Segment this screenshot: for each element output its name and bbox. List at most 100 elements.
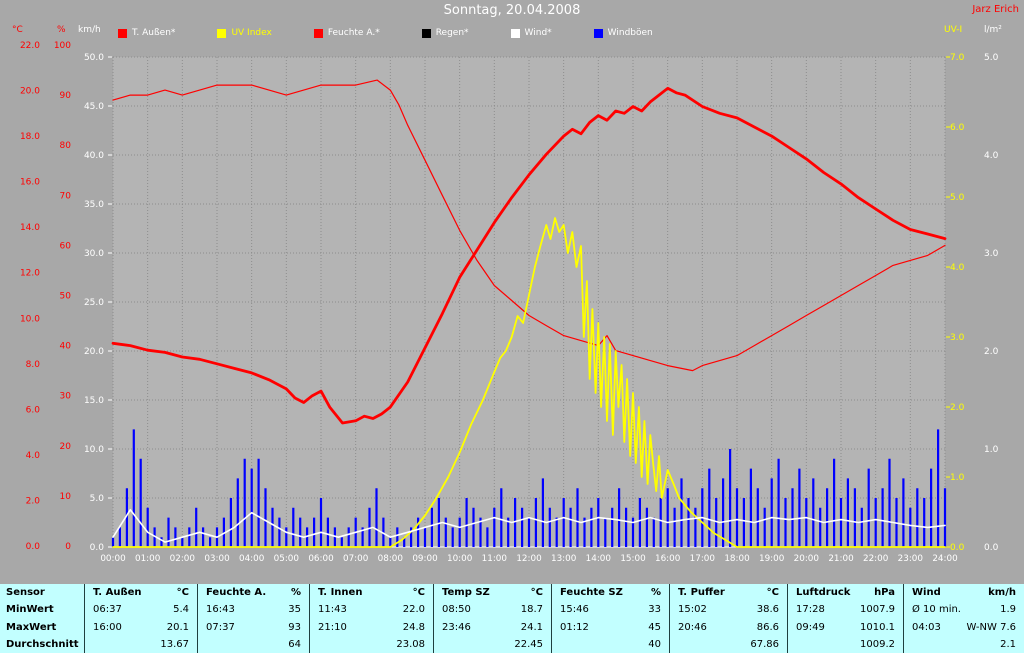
legend-label: Feuchte A.*: [327, 28, 380, 38]
legend-swatch-icon: [593, 28, 603, 38]
table-min-row: 06:37 5.4: [85, 601, 197, 618]
x-axis-tick-label: 03:00: [204, 554, 230, 564]
table-min-time: 15:46: [560, 604, 589, 616]
humidity-axis-tick-label: 80: [60, 141, 72, 151]
wind-axis-tick-label: 20.0: [84, 347, 104, 357]
uv-axis-tick-label: 1.0: [950, 473, 965, 483]
table-avg-value: 40: [648, 638, 661, 650]
temp-axis-tick-label: 22.0: [20, 41, 40, 51]
legend-label: Wind*: [524, 28, 552, 38]
legend-swatch-icon: [118, 28, 127, 38]
table-min-value: 33: [648, 604, 661, 616]
rain-axis-tick-label: 4.0: [984, 151, 999, 161]
uv-axis-unit: UV-I: [944, 25, 963, 35]
rain-axis-tick-label: 3.0: [984, 249, 999, 259]
table-sensor-unit: hPa: [874, 587, 895, 599]
legend-swatch-icon: [421, 28, 431, 38]
temp-axis-tick-label: 2.0: [26, 496, 41, 506]
series-uv-index: [112, 217, 946, 548]
table-min-row: 16:43 35: [198, 601, 309, 618]
table-sensor-unit: km/h: [988, 587, 1016, 599]
plot-background: [113, 57, 945, 547]
legend-item: UV Index: [217, 28, 272, 38]
wind-axis-tick-label: 45.0: [84, 102, 104, 112]
table-row-label: MaxWert: [6, 621, 57, 633]
table-min-row: 08:50 18.7: [434, 601, 551, 618]
uv-axis-tick-label: 2.0: [950, 403, 965, 413]
rain-axis-tick-label: 5.0: [984, 53, 999, 63]
table-sensor-unit: °C: [530, 587, 543, 599]
table-max-row: 21:10 24.8: [310, 619, 433, 636]
table-min-time: 17:28: [796, 604, 825, 616]
table-column-header: Luftdruck hPa: [788, 584, 903, 601]
table-min-time: 15:02: [678, 604, 707, 616]
humidity-axis-tick-label: 100: [54, 41, 71, 51]
table-avg-row: 13.67: [85, 636, 197, 653]
table-sensor-unit: °C: [412, 587, 425, 599]
table-corner-label: Sensor: [6, 587, 45, 599]
wind-axis-tick-label: 40.0: [84, 151, 104, 161]
table-column-header: Feuchte A.%: [198, 584, 309, 601]
temp-axis-tick-label: 4.0: [26, 451, 41, 461]
x-axis-tick-label: 02:00: [170, 554, 196, 564]
table-sensor-data-column: Wind km/h Ø 10 min. 1.9 04:03 W-NW 7.6 2.1: [904, 584, 1024, 653]
table-max-row: 09:49 1010.1: [788, 619, 903, 636]
table-min-time: Ø 10 min.: [912, 604, 961, 616]
wind-axis-tick-label: 10.0: [84, 445, 104, 455]
rain-axis-tick-label: 1.0: [984, 445, 999, 455]
table-min-row: 17:28 1007.9: [788, 601, 903, 618]
x-axis-tick-label: 11:00: [482, 554, 508, 564]
table-column-header: T. Puffer °C: [670, 584, 787, 601]
x-axis-tick-label: 21:00: [828, 554, 854, 564]
table-avg-row: 67.86: [670, 636, 787, 653]
series-feuchte-a: [112, 79, 946, 372]
table-max-time: 21:10: [318, 621, 347, 633]
table-avg-row: 40: [552, 636, 669, 653]
table-avg-value: 13.67: [160, 638, 189, 650]
table-sensor-unit: %: [650, 587, 661, 599]
uv-axis-tick-label: 0.0: [950, 543, 965, 553]
rain-axis-tick-label: 0.0: [984, 543, 999, 553]
humidity-axis-unit: %: [57, 25, 66, 35]
table-avg-value: 1009.2: [860, 638, 895, 650]
table-sensor-name: Luftdruck: [796, 587, 851, 599]
table-sensor-data-column: T. Außen °C 06:37 5.4 16:00 20.1 13.67: [85, 584, 198, 653]
table-max-value: 24.1: [520, 621, 543, 633]
legend-swatch-icon: [217, 28, 227, 38]
table-column-header: T. Innen °C: [310, 584, 433, 601]
temp-axis-tick-label: 20.0: [20, 87, 40, 97]
series-wind: [112, 508, 946, 543]
x-axis-tick-label: 17:00: [690, 554, 716, 564]
table-sensor-name: Temp SZ: [442, 587, 490, 599]
table-avg-value: 2.1: [1000, 638, 1016, 650]
table-avg-value: 64: [288, 638, 301, 650]
table-avg-value: 22.45: [514, 638, 543, 650]
x-axis-tick-label: 15:00: [620, 554, 646, 564]
series-windb-en: [111, 429, 947, 547]
x-axis-tick-label: 14:00: [586, 554, 612, 564]
wind-axis-tick-label: 35.0: [84, 200, 104, 210]
wind-axis-tick-label: 30.0: [84, 249, 104, 259]
x-axis-tick-label: 12:00: [516, 554, 542, 564]
table-min-value: 1007.9: [860, 604, 895, 616]
temp-axis-tick-label: 12.0: [20, 269, 40, 279]
x-axis-tick-label: 04:00: [239, 554, 265, 564]
table-max-row: 04:03 W-NW 7.6: [904, 619, 1024, 636]
humidity-axis-tick-label: 60: [60, 241, 72, 251]
x-axis-tick-label: 10:00: [447, 554, 473, 564]
temp-axis-tick-label: 14.0: [20, 223, 40, 233]
table-sensor-data-column: T. Innen °C 11:43 22.0 21:10 24.8 23.08: [310, 584, 434, 653]
uv-axis-tick-label: 5.0: [950, 193, 965, 203]
legend-swatch-icon: [510, 28, 520, 38]
wind-axis-tick-label: 0.0: [90, 543, 105, 553]
table-sensor-unit: °C: [766, 587, 779, 599]
table-max-time: 16:00: [93, 621, 122, 633]
table-sensor-name: T. Puffer: [678, 587, 725, 599]
humidity-axis-tick-label: 0: [65, 542, 71, 552]
table-column-header: T. Außen °C: [85, 584, 197, 601]
table-max-time: 23:46: [442, 621, 471, 633]
uv-axis-tick-label: 4.0: [950, 263, 965, 273]
x-axis-tick-label: 24:00: [932, 554, 958, 564]
legend-swatch-icon: [313, 28, 323, 38]
table-sensor-data-column: T. Puffer °C 15:02 38.6 20:46 86.6 67.86: [670, 584, 788, 653]
